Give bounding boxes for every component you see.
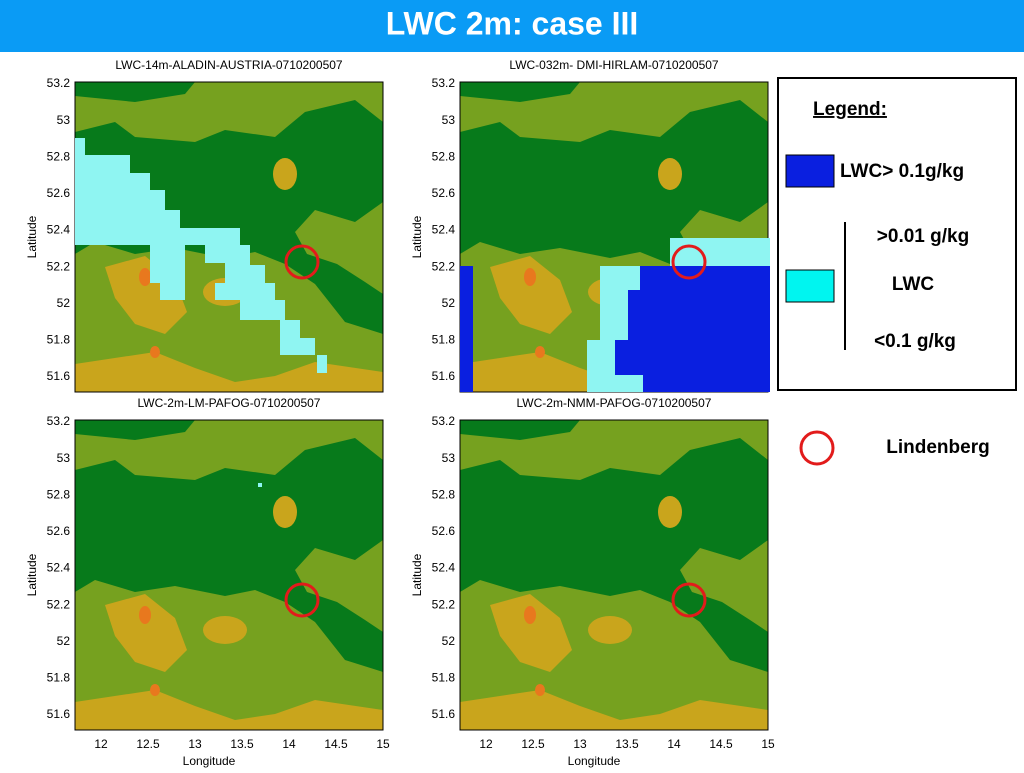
- y-tick-label: 52.4: [432, 223, 456, 237]
- y-tick-label: 53: [57, 451, 71, 465]
- y-tick-label: 53: [442, 113, 456, 127]
- x-axis-label: Longitude: [183, 754, 236, 768]
- x-tick-label: 13: [573, 737, 587, 751]
- legend-box: [777, 77, 1017, 391]
- legend-label: >0.01 g/kg: [877, 226, 969, 247]
- x-tick-label: 13.5: [615, 737, 639, 751]
- site-markers: [284, 244, 707, 618]
- map-frame: [74, 419, 384, 731]
- legend-label: LWC> 0.1g/kg: [840, 161, 964, 182]
- y-tick-label: 52.6: [432, 524, 456, 538]
- lwc-area: [670, 238, 770, 266]
- panel-title: LWC-14m-ALADIN-AUSTRIA-0710200507: [115, 58, 343, 72]
- x-tick-label: 12.5: [136, 737, 160, 751]
- x-tick-label: 14.5: [324, 737, 348, 751]
- y-tick-label: 52.2: [432, 597, 456, 611]
- y-tick-label: 52.6: [47, 186, 71, 200]
- y-tick-label: 52: [442, 296, 456, 310]
- y-tick-label: 52.4: [47, 223, 71, 237]
- y-tick-label: 52.8: [432, 487, 456, 501]
- x-tick-label: 12.5: [521, 737, 545, 751]
- legend-title: Legend:: [813, 99, 887, 120]
- y-tick-label: 53: [442, 451, 456, 465]
- y-tick-label: 52.8: [47, 487, 71, 501]
- lwc-high-area: [615, 266, 770, 392]
- y-tick-label: 52.2: [47, 597, 71, 611]
- y-tick-label: 52.4: [47, 561, 71, 575]
- x-tick-label: 14: [282, 737, 296, 751]
- x-axis-label: Longitude: [568, 754, 621, 768]
- map: [460, 420, 768, 730]
- x-tick-label: 12: [94, 737, 108, 751]
- site-marker: [671, 582, 707, 618]
- x-tick-label: 12: [479, 737, 493, 751]
- site-marker: [671, 244, 707, 280]
- y-tick-label: 53.2: [432, 76, 456, 90]
- y-tick-label: 52.2: [47, 259, 71, 273]
- y-axis-label: Latitude: [410, 215, 424, 258]
- map-frame: [459, 419, 769, 731]
- header-bar: [0, 0, 1024, 52]
- y-tick-label: 51.8: [47, 671, 71, 685]
- lwc-high-area: [460, 266, 473, 392]
- slide-title: LWC 2m: case III: [386, 5, 639, 41]
- y-tick-label: 52: [57, 296, 71, 310]
- y-tick-label: 51.6: [432, 707, 456, 721]
- y-tick-label: 52.6: [432, 186, 456, 200]
- x-tick-label: 15: [761, 737, 775, 751]
- legend-swatch: [785, 154, 835, 188]
- lwc-area: [258, 483, 262, 487]
- y-tick-label: 52: [442, 634, 456, 648]
- y-tick-label: 53: [57, 113, 71, 127]
- panel-title: LWC-2m-LM-PAFOG-0710200507: [138, 396, 321, 410]
- lwc-area: [75, 138, 327, 373]
- y-tick-label: 51.6: [432, 369, 456, 383]
- y-tick-label: 52.4: [432, 561, 456, 575]
- y-tick-label: 52.6: [47, 524, 71, 538]
- y-tick-label: 52.2: [432, 259, 456, 273]
- x-tick-label: 15: [376, 737, 390, 751]
- y-tick-label: 53.2: [47, 414, 71, 428]
- x-tick-label: 13.5: [230, 737, 254, 751]
- legend-label: <0.1 g/kg: [874, 331, 956, 352]
- y-axis-label: Latitude: [25, 215, 39, 258]
- panel-title: LWC-032m- DMI-HIRLAM-0710200507: [509, 58, 719, 72]
- y-tick-label: 53.2: [47, 76, 71, 90]
- site-marker: [284, 244, 320, 280]
- x-tick-label: 14: [667, 737, 681, 751]
- x-tick-label: 14.5: [709, 737, 733, 751]
- legend-label: LWC: [892, 274, 934, 295]
- y-tick-label: 51.6: [47, 369, 71, 383]
- legend-label: Lindenberg: [886, 437, 989, 458]
- y-axis-label: Latitude: [410, 553, 424, 596]
- legend-swatch: [785, 269, 835, 303]
- y-tick-label: 51.8: [432, 671, 456, 685]
- y-tick-label: 52: [57, 634, 71, 648]
- y-tick-label: 53.2: [432, 414, 456, 428]
- legend-site-marker: [799, 430, 835, 466]
- y-tick-label: 52.8: [432, 149, 456, 163]
- y-tick-label: 51.6: [47, 707, 71, 721]
- y-tick-label: 51.8: [47, 333, 71, 347]
- y-axis-label: Latitude: [25, 553, 39, 596]
- map: [75, 420, 383, 730]
- maps: LWC-14m-ALADIN-AUSTRIA-0710200507 Latitud…: [25, 58, 775, 768]
- y-tick-label: 51.8: [432, 333, 456, 347]
- y-tick-label: 52.8: [47, 149, 71, 163]
- x-tick-label: 13: [188, 737, 202, 751]
- site-marker: [284, 582, 320, 618]
- panel-title: LWC-2m-NMM-PAFOG-0710200507: [517, 396, 712, 410]
